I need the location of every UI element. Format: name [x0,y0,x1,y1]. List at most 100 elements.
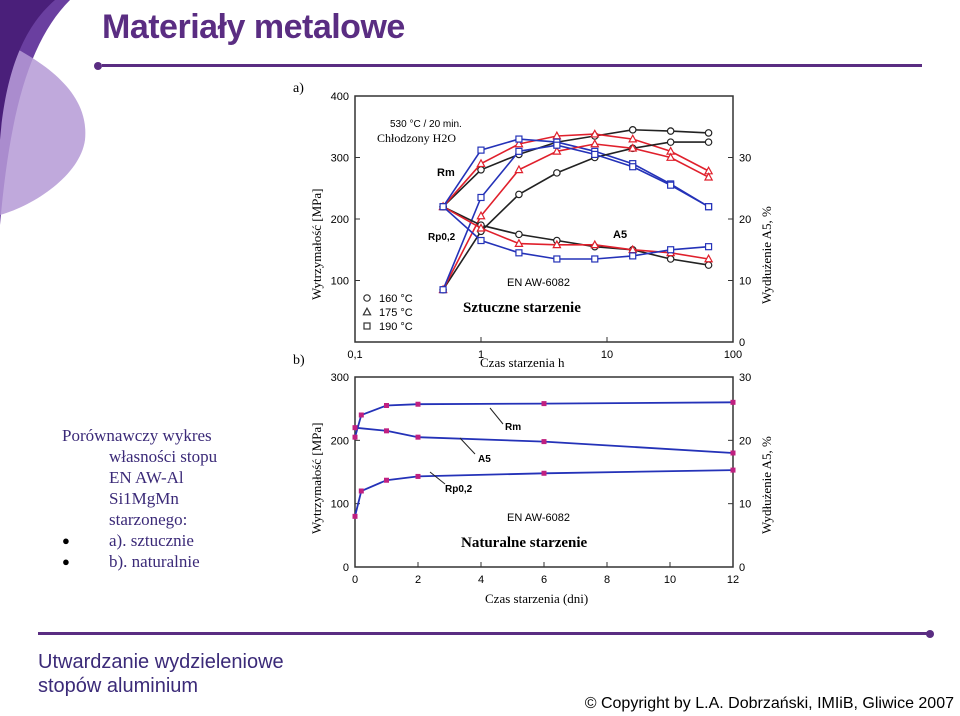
y2-tick-label: 10 [739,276,751,288]
panel-a-label-rp: Rp0,2 [428,232,456,243]
data-point [628,133,638,143]
legend-marker [362,306,372,316]
data-point [415,473,421,479]
data-point [515,230,523,239]
panel-b-xlabel: Czas starzenia (dni) [485,591,588,606]
data-point [352,513,358,519]
data-point [515,190,523,199]
bullet-icon: ● [62,554,70,569]
data-point [666,138,675,146]
data-point [628,143,638,152]
panel-a-material: EN AW-6082 [507,277,570,289]
data-point [591,150,599,159]
data-point [541,439,547,445]
data-point [358,488,364,494]
series-line [354,401,734,438]
series-line [442,138,710,208]
data-point [590,138,600,148]
header-rule-dot [94,62,102,70]
panel-a-xlabel: Czas starzenia h [480,355,565,370]
y2-tick-label: 20 [739,435,751,447]
copyright-notice: © Copyright by L.A. Dobrzański, IMIiB, G… [584,695,954,712]
x-tick-label: 8 [604,574,610,586]
data-point [476,158,486,168]
footer-rule [38,632,928,635]
panel-a-y2label: Wydłużenie A5, % [759,206,774,304]
y2-tick-label: 30 [739,372,751,384]
x-tick-label: 10 [601,349,613,361]
data-point [629,163,637,171]
data-point [730,450,736,456]
series-line [442,206,709,260]
x-tick-label: 10 [664,574,676,586]
data-point [477,193,485,202]
y-tick-label: 100 [331,276,349,288]
x-tick-label: 1 [478,349,484,361]
series-line [442,133,709,208]
label-pointer [429,471,446,485]
panel-a-title: Sztuczne starzenie [463,300,581,316]
panel-b-y2label: Wydłużenie A5, % [759,436,774,534]
data-point [514,164,524,174]
legend-label: 160 °C [379,293,413,305]
x-tick-label: 4 [478,574,484,586]
data-point [384,477,389,483]
data-point [703,253,714,263]
y-tick-label: 300 [331,372,349,384]
data-point [553,141,561,149]
panel-b-title: Naturalne starzenie [461,535,588,551]
data-point [553,255,561,263]
data-point [477,146,485,154]
footer-topic-line: Utwardzanie wydzieleniowe [38,651,284,673]
data-point [590,239,600,249]
data-point [552,146,562,155]
x-tick-label: 12 [727,574,739,586]
data-point [666,152,676,161]
footer-topic-line: stopów aluminium [38,675,199,697]
data-point [552,239,562,249]
panel-a-annotation-top: 530 °C / 20 min. [390,119,462,130]
bullet-text: b). naturalnie [109,552,200,571]
data-point [666,127,675,135]
x-tick-label: 6 [541,574,547,586]
bullet-text: a). sztucznie [109,531,194,550]
series-line [442,144,709,291]
panel-a-label-rm: Rm [437,167,455,179]
panel-b-label-rm: Rm [505,422,521,433]
panel-b-label: b) [293,353,305,368]
data-point [476,210,486,220]
panel-b-ylabel: Wytrzymałość [MPa] [309,423,324,535]
y-tick-label: 100 [331,499,349,511]
series-line [442,141,709,291]
corner-decoration [0,0,86,225]
series-line [442,205,709,266]
panel-a-label: a) [293,81,304,96]
data-point [515,147,523,155]
series-line [442,206,709,260]
slide-title: Materiały metalowe [102,8,405,46]
data-point [541,470,547,476]
data-point [514,238,524,247]
y-tick-label: 200 [331,435,349,447]
data-point [384,428,389,434]
panel-b-label-a5: A5 [478,454,491,465]
footer-rule-dot [926,630,934,638]
data-point [666,255,675,263]
data-point [667,246,675,254]
panel-a-annotation-cooled: Chłodzony H2O [377,131,456,145]
data-point [384,403,389,408]
y2-tick-label: 0 [739,337,745,349]
data-point [352,425,358,431]
panel-a-ylabel: Wytrzymałość [MPa] [309,189,324,301]
data-point [730,399,736,405]
y-tick-label: 200 [331,214,349,226]
series-line [354,469,734,517]
data-point [439,286,447,294]
series-line [442,128,709,208]
description-line: EN AW-Al [109,468,184,487]
legend-label: 175 °C [379,307,413,319]
legend-marker [363,294,371,302]
data-point [553,169,561,177]
header-rule [102,64,922,67]
data-point [628,126,637,134]
